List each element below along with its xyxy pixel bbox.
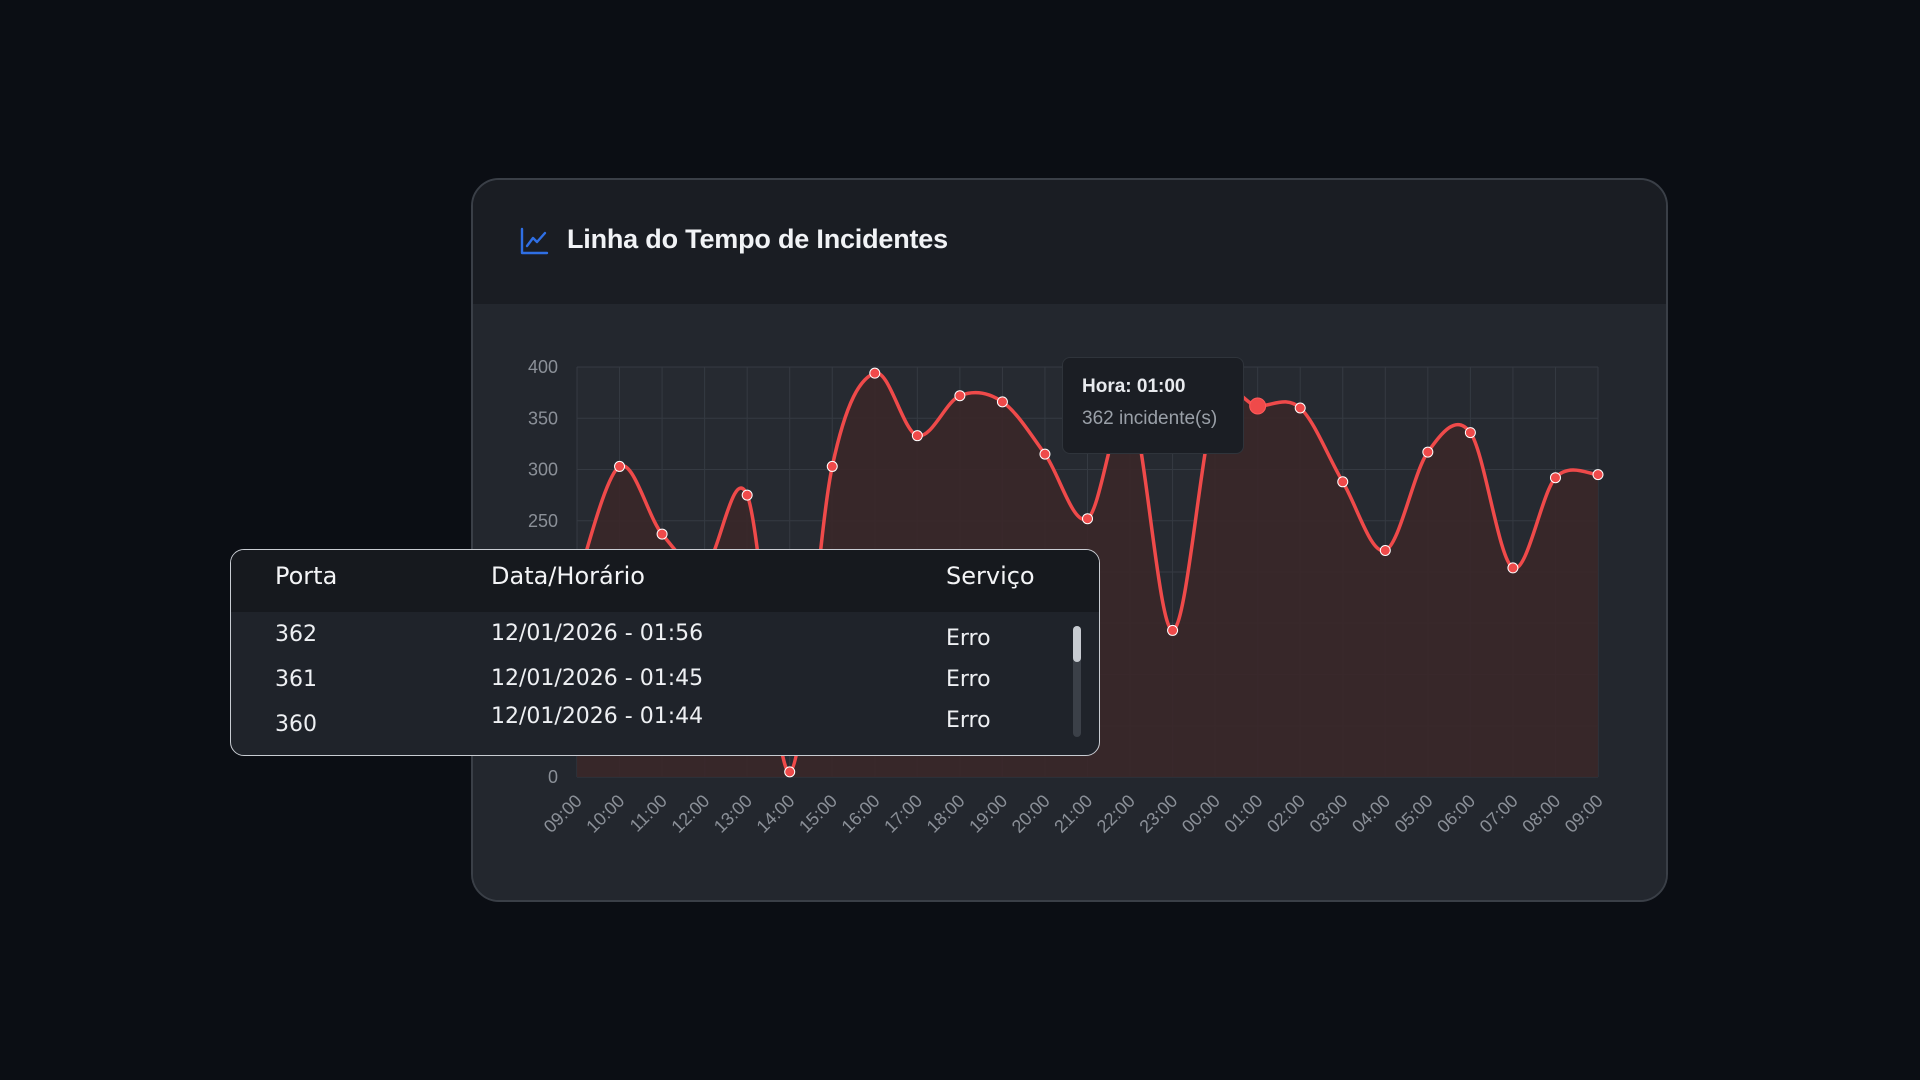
table-scrollbar-thumb[interactable] — [1073, 626, 1081, 662]
column-header-datetime[interactable]: Data/Horário — [491, 562, 645, 590]
x-tick-label: 03:00 — [1306, 791, 1352, 837]
data-point — [1039, 448, 1051, 460]
x-tick-label: 10:00 — [582, 791, 628, 837]
x-tick-label: 07:00 — [1476, 791, 1522, 837]
x-tick-label: 18:00 — [923, 791, 969, 837]
x-tick-label: 02:00 — [1263, 791, 1309, 837]
x-tick-label: 23:00 — [1135, 791, 1181, 837]
data-point — [1549, 472, 1561, 484]
y-tick-label: 0 — [548, 767, 558, 787]
x-tick-label: 05:00 — [1391, 791, 1437, 837]
y-tick-label: 400 — [528, 357, 558, 377]
data-point — [1294, 402, 1306, 414]
data-point — [784, 766, 796, 778]
y-tick-label: 350 — [528, 408, 558, 428]
table-cell-service: Erro — [946, 708, 991, 733]
data-point — [954, 390, 966, 402]
column-header-port[interactable]: Porta — [275, 562, 338, 590]
x-tick-label: 01:00 — [1221, 791, 1267, 837]
tooltip-title: Hora: 01:00 — [1082, 376, 1186, 397]
x-tick-label: 16:00 — [838, 791, 884, 837]
x-tick-label: 09:00 — [540, 791, 586, 837]
card-header: Linha do Tempo de Incidentes — [473, 180, 1666, 304]
data-point — [1592, 469, 1604, 481]
x-tick-label: 17:00 — [880, 791, 926, 837]
data-point — [1507, 562, 1519, 574]
data-point — [911, 430, 923, 442]
x-tick-label: 08:00 — [1518, 791, 1564, 837]
table-cell-datetime: 12/01/2026 - 01:44 — [491, 704, 704, 729]
table-cell-port: 361 — [275, 667, 317, 692]
table-cell-port: 360 — [275, 712, 317, 737]
data-point — [996, 396, 1008, 408]
x-tick-label: 21:00 — [1050, 791, 1096, 837]
table-cell-datetime: 12/01/2026 - 01:56 — [491, 621, 704, 646]
x-tick-label: 11:00 — [626, 791, 671, 836]
data-point — [1082, 513, 1093, 525]
x-tick-label: 06:00 — [1433, 791, 1479, 837]
table-cell-port: 362 — [275, 622, 317, 647]
x-tick-label: 15:00 — [795, 791, 841, 837]
table-scrollbar[interactable] — [1073, 626, 1081, 737]
x-tick-label: 04:00 — [1348, 791, 1394, 837]
data-point — [1464, 427, 1476, 439]
table-cell-service: Erro — [946, 626, 991, 651]
data-point — [1337, 476, 1349, 488]
x-tick-label: 19:00 — [965, 791, 1011, 837]
table-cell-datetime: 12/01/2026 - 01:45 — [491, 666, 704, 691]
column-header-service[interactable]: Serviço — [946, 562, 1035, 590]
x-tick-label: 12:00 — [667, 791, 713, 837]
x-tick-label: 14:00 — [753, 791, 799, 837]
card-title: Linha do Tempo de Incidentes — [567, 224, 948, 254]
data-point — [656, 528, 668, 540]
data-point — [869, 367, 881, 379]
tooltip-value: 362 incidente(s) — [1082, 408, 1218, 429]
chart-tooltip: Hora: 01:00 362 incidente(s) — [1062, 357, 1244, 454]
y-tick-label: 300 — [528, 460, 558, 480]
data-point — [1167, 624, 1179, 636]
table-header: Porta Data/Horário Serviço — [231, 550, 1099, 612]
x-tick-label: 22:00 — [1093, 791, 1139, 837]
data-point — [741, 489, 753, 501]
x-tick-label: 00:00 — [1178, 791, 1224, 837]
x-tick-label: 09:00 — [1561, 791, 1607, 837]
x-tick-label: 13:00 — [710, 791, 756, 837]
x-tick-label: 20:00 — [1008, 791, 1054, 837]
data-point — [614, 460, 626, 472]
y-tick-label: 250 — [528, 511, 558, 531]
incident-table: Porta Data/Horário Serviço 362 12/01/202… — [230, 549, 1100, 756]
highlighted-data-point — [1249, 397, 1267, 415]
data-point — [1422, 446, 1434, 458]
data-point — [826, 460, 838, 472]
data-point — [1379, 544, 1391, 556]
table-cell-service: Erro — [946, 667, 991, 692]
line-chart-icon — [520, 227, 549, 255]
